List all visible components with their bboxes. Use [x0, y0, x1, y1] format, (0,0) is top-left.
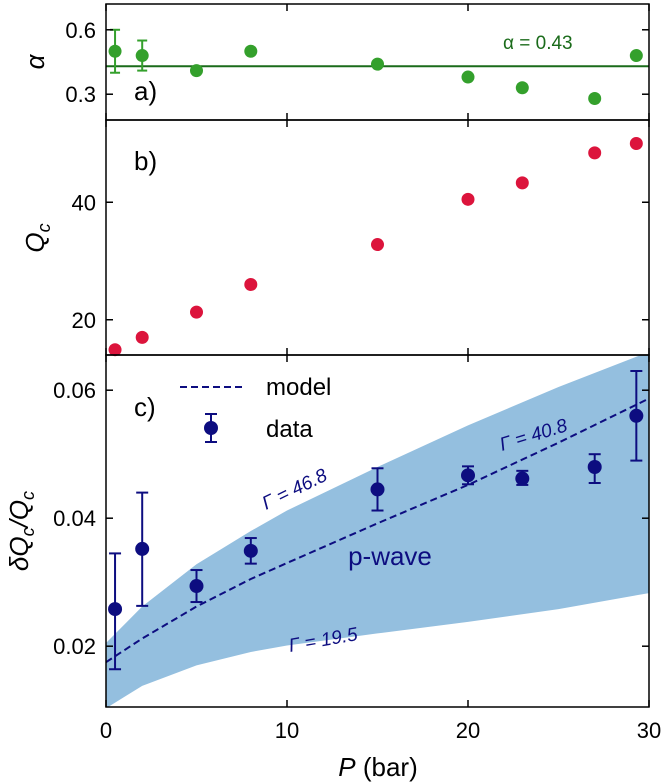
- y-tick-label: 0.6: [65, 18, 96, 43]
- x-axis-title: P (bar): [338, 752, 417, 782]
- panel-c-frame: [105, 354, 650, 708]
- dq-point: [243, 543, 258, 558]
- qc-point: [190, 305, 203, 319]
- dq-point: [108, 602, 123, 617]
- y-axis-title-b: Qc: [20, 223, 54, 252]
- y-axis-title-c: δQc/Qc: [4, 491, 38, 571]
- qc-point: [461, 192, 475, 206]
- legend-data-label: data: [266, 416, 313, 443]
- qc-point: [629, 137, 643, 150]
- panel-label-a: a): [134, 76, 157, 106]
- y-tick-label: 0.02: [53, 634, 96, 659]
- alpha-point: [108, 44, 122, 58]
- alpha-point: [461, 70, 475, 84]
- dq-point: [135, 541, 150, 556]
- dq-point: [587, 460, 602, 474]
- panel-label-b: b): [134, 146, 157, 176]
- qc-point: [515, 176, 529, 190]
- alpha-point: [244, 44, 258, 58]
- dq-point: [629, 408, 644, 423]
- p-wave-label: p-wave: [348, 541, 432, 571]
- alpha-point: [135, 49, 149, 63]
- p-wave-band: [106, 355, 649, 707]
- dq-point: [189, 579, 204, 594]
- panel-b-points: [108, 137, 643, 357]
- panel-c-points: [108, 370, 644, 671]
- y-axis-title-a: α: [20, 53, 50, 69]
- alpha-point: [629, 49, 643, 63]
- qc-point: [588, 146, 602, 160]
- y-tick-label: 40: [72, 190, 96, 215]
- y-tick-label: 0.3: [65, 82, 96, 107]
- legend-model-label: model: [266, 374, 331, 401]
- alpha-point: [371, 57, 384, 71]
- x-tick-label: 10: [275, 718, 299, 743]
- alpha-line-label: α = 0.43: [503, 33, 573, 54]
- qc-point: [371, 238, 384, 252]
- legend: model data: [180, 374, 331, 443]
- qc-point: [244, 278, 258, 291]
- dq-point: [515, 471, 530, 486]
- panel-a-points: [108, 28, 643, 106]
- x-tick-label: 20: [456, 718, 480, 743]
- dq-point: [370, 482, 385, 497]
- legend-data-marker: [204, 421, 218, 435]
- qc-point: [108, 343, 122, 357]
- y-tick-label: 0.04: [53, 506, 96, 531]
- x-tick-label: 0: [100, 718, 112, 743]
- qc-point: [135, 330, 149, 344]
- tick-labels: 0.3 0.6 20 40 0.02 0.04 0.06 0 10 20 30: [53, 18, 661, 743]
- panel-label-c: c): [134, 392, 156, 422]
- alpha-point: [515, 81, 529, 95]
- y-tick-label: 0.06: [53, 378, 96, 403]
- x-tick-label: 30: [637, 718, 661, 743]
- y-tick-label: 20: [72, 308, 96, 333]
- alpha-point: [588, 92, 602, 106]
- dq-point: [461, 468, 475, 483]
- panel-b-frame: [105, 119, 650, 356]
- alpha-point: [190, 64, 203, 78]
